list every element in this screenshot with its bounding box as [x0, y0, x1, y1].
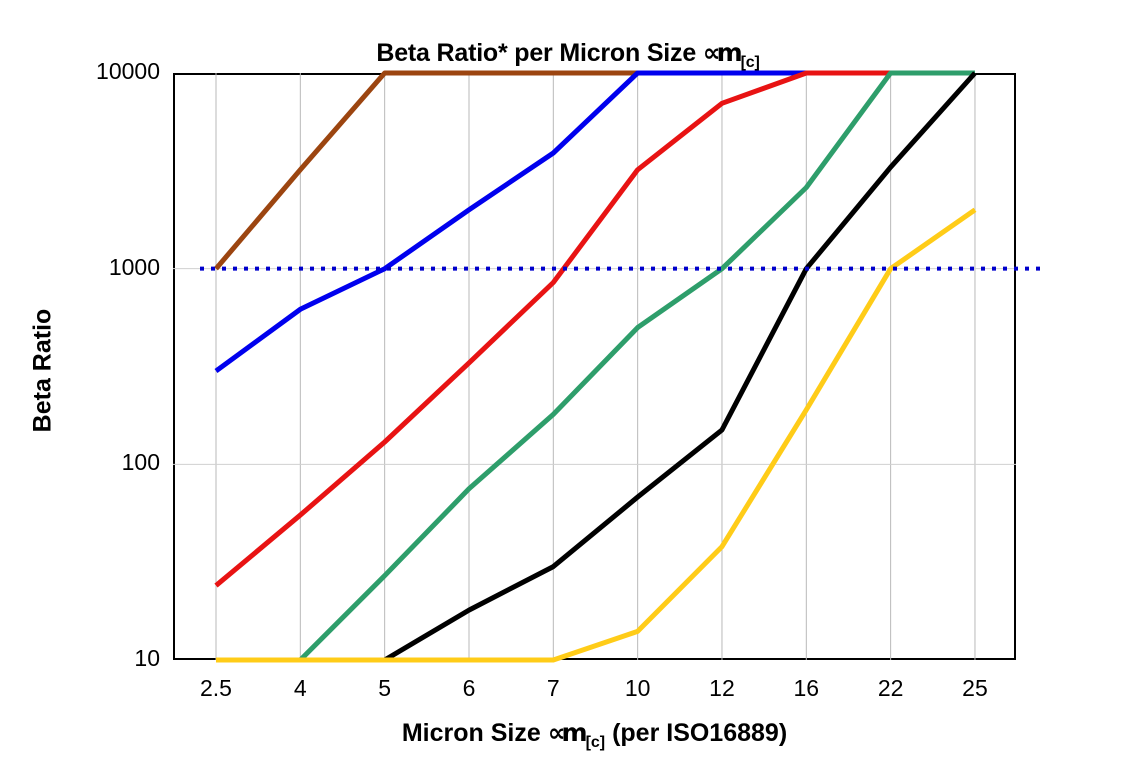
x-tick-label: 6: [462, 675, 476, 701]
series-line-12m[interactable]: [216, 70, 975, 663]
x-axis-title: Micron Size ∝m [c] (per ISO16889): [173, 718, 1016, 752]
x-tick-label: 16: [793, 675, 820, 701]
series-line-1m[interactable]: [214, 70, 975, 271]
chart-title: Beta Ratio* per Micron Size ∝m [c]: [0, 38, 1136, 72]
series-line-25m[interactable]: [216, 207, 977, 663]
x-axis-title-subscript: [c]: [585, 734, 606, 751]
chart-title-main: Beta Ratio* per Micron Size: [376, 39, 703, 67]
x-tick-label: 25: [962, 675, 988, 701]
x-axis-title-tail: (per ISO16889): [605, 719, 788, 747]
plot-area: [173, 73, 1016, 660]
y-tick-label: 10000: [96, 58, 160, 84]
x-tick-label: 12: [709, 675, 735, 701]
x-tick-label: 4: [293, 675, 307, 701]
x-tick-label: 7: [546, 675, 560, 701]
x-tick-label: 10: [624, 675, 651, 701]
y-tick-label: 1000: [108, 253, 160, 280]
chart-title-symbol: ∝m: [702, 38, 743, 67]
series-line-16m[interactable]: [216, 71, 977, 663]
series-line-6m[interactable]: [214, 70, 975, 588]
x-tick-label: 22: [877, 675, 904, 701]
x-axis-title-symbol: ∝m: [547, 718, 588, 747]
x-axis-title-main: Micron Size: [401, 719, 548, 747]
y-tick-label: 100: [121, 449, 160, 476]
chart-title-subscript: [c]: [740, 54, 760, 71]
x-tick-label: 5: [378, 675, 392, 701]
x-tick-label: 2.5: [200, 675, 232, 701]
y-tick-label: 10: [134, 645, 160, 671]
